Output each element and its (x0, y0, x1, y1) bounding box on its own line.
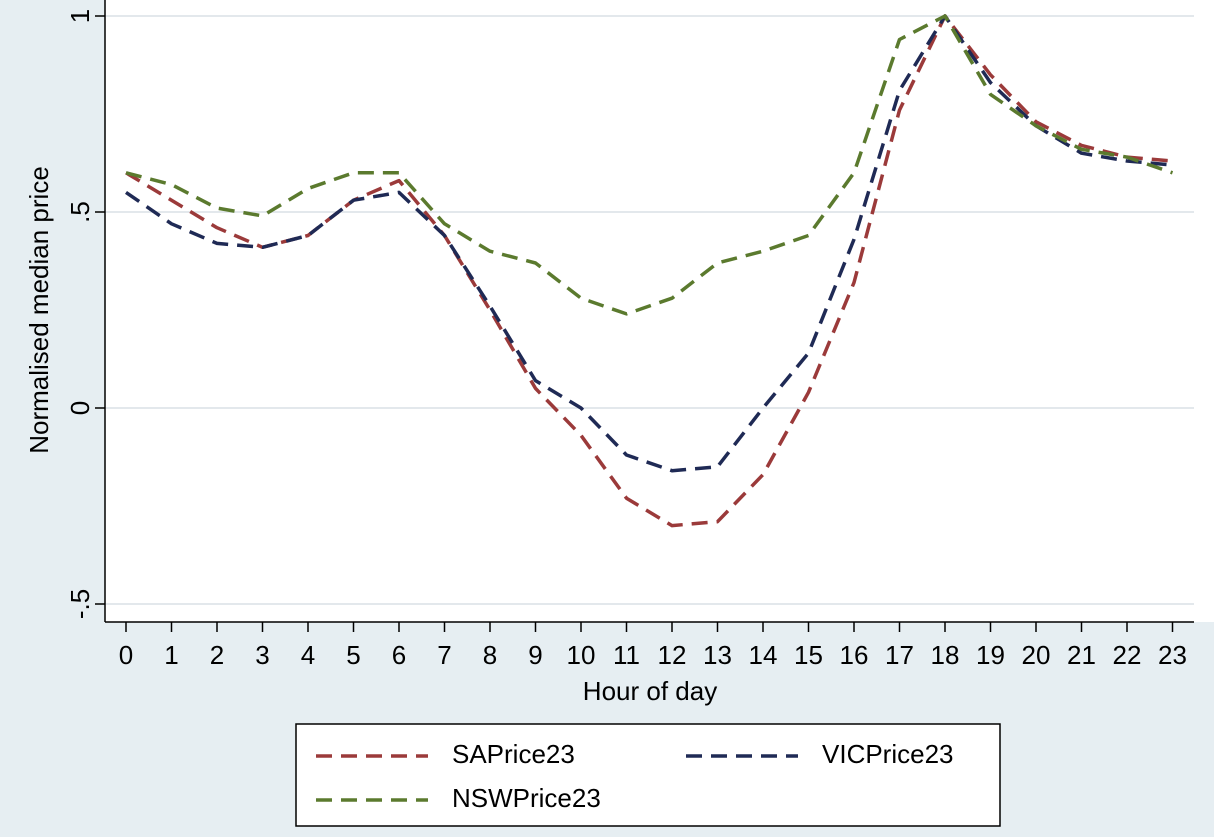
axes: -.50.510 1 2 3 4 5 6 7 8 9 10 11 12 13 14 15 16 17 18 19 20 2… (65, 0, 1194, 670)
x-tick-label: 17 (885, 640, 914, 670)
x-tick-label: 23 (1158, 640, 1187, 670)
legend-label: NSWPrice23 (452, 783, 601, 813)
x-tick-label: 21 (1067, 640, 1096, 670)
x-tick-label: 4 (301, 640, 315, 670)
y-axis-label: Normalised median price (24, 166, 54, 454)
x-tick-label: 13 (703, 640, 732, 670)
x-tick-label: 5 (346, 640, 360, 670)
y-tick-label: 1 (65, 9, 95, 23)
legend-label: SAPrice23 (452, 739, 575, 769)
x-tick-label: 22 (1113, 640, 1142, 670)
x-tick-label: 18 (931, 640, 960, 670)
legend-label: VICPrice23 (822, 739, 954, 769)
x-tick-label: 11 (613, 640, 640, 670)
x-tick-label: 9 (528, 640, 542, 670)
x-tick-label: 10 (567, 640, 596, 670)
x-tick-label: 16 (840, 640, 869, 670)
series-line-VICPrice23 (125, 14, 1173, 473)
x-tick-label: 0 (119, 640, 133, 670)
x-tick-label: 15 (794, 640, 823, 670)
x-tick-label: 12 (658, 640, 687, 670)
x-tick-label: 20 (1022, 640, 1051, 670)
y-tick-label: 0 (65, 401, 95, 415)
series-lines (125, 14, 1174, 528)
x-axis-label: Hour of day (583, 676, 717, 706)
y-tick-label: .5 (65, 201, 95, 223)
x-tick-label: 2 (210, 640, 224, 670)
x-tick-label: 6 (392, 640, 406, 670)
x-tick-label: 7 (437, 640, 451, 670)
series-line-SAPrice23 (125, 14, 1173, 528)
x-tick-label: 8 (483, 640, 497, 670)
grid-lines (105, 15, 1194, 605)
x-tick-label: 14 (749, 640, 778, 670)
x-tick-label: 3 (255, 640, 269, 670)
x-tick-label: 1 (164, 640, 178, 670)
y-tick-label: -.5 (65, 589, 95, 619)
plot-region (105, 0, 1214, 622)
legend: SAPrice23 VICPrice23 NSWPrice23 (295, 723, 1001, 827)
legend-box (295, 723, 1001, 827)
series-line-NSWPrice23 (125, 14, 1174, 316)
x-tick-label: 19 (976, 640, 1005, 670)
